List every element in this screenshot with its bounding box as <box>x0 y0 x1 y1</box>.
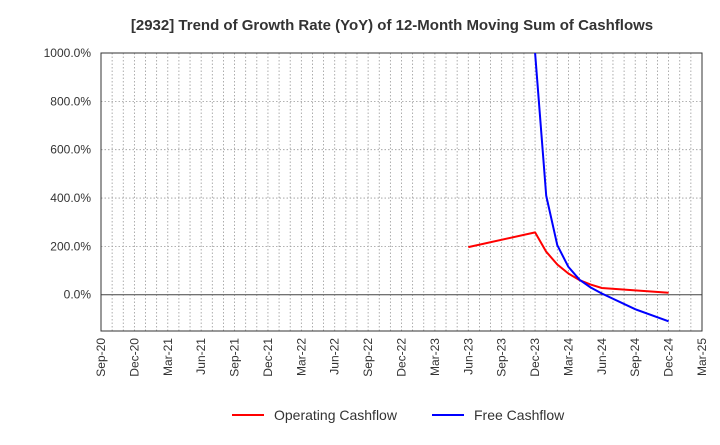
legend-label: Free Cashflow <box>474 407 565 423</box>
x-tick-label: Mar-22 <box>294 338 308 376</box>
x-tick-label: Sep-20 <box>94 338 108 377</box>
y-tick-label: 200.0% <box>50 239 91 253</box>
x-tick-label: Mar-24 <box>561 338 575 376</box>
x-tick-label: Sep-23 <box>495 338 509 377</box>
x-tick-label: Sep-21 <box>228 338 242 377</box>
y-tick-label: 400.0% <box>50 191 91 205</box>
x-tick-label: Jun-21 <box>194 338 208 375</box>
series-layer <box>468 53 669 323</box>
x-tick-label: Jun-22 <box>328 338 342 375</box>
x-tick-label: Jun-23 <box>461 338 475 375</box>
x-tick-label: Mar-21 <box>161 338 175 376</box>
x-tick-label: Mar-25 <box>695 338 709 376</box>
x-tick-label: Sep-24 <box>628 338 642 377</box>
y-tick-label: 600.0% <box>50 143 91 157</box>
y-tick-label: 800.0% <box>50 94 91 108</box>
plot-frame <box>100 52 703 332</box>
x-axis: Sep-20 Dec-20 Mar-21 Jun-21 Sep-21 Dec-21 Mar-… <box>94 338 709 377</box>
chart-title: [2932] Trend of Growth Rate (YoY) of 12-… <box>131 17 653 34</box>
y-tick-label: 0.0% <box>64 288 92 302</box>
legend-label: Operating Cashflow <box>274 407 398 423</box>
x-tick-label: Dec-23 <box>528 338 542 377</box>
legend: Operating Cashflow Free Cashflow <box>232 407 565 423</box>
x-tick-label: Dec-24 <box>662 338 676 377</box>
x-tick-label: Dec-22 <box>395 338 409 377</box>
x-tick-label: Jun-24 <box>595 338 609 375</box>
y-axis: 0.0% 200.0% 400.0% 600.0% 800.0% 1000.0% <box>44 46 92 302</box>
x-tick-label: Sep-22 <box>361 338 375 377</box>
y-tick-label: 1000.0% <box>44 46 92 60</box>
x-tick-label: Mar-23 <box>428 338 442 376</box>
series-line-operating-cashflow <box>468 231 669 294</box>
series-line-free-cashflow <box>534 53 669 323</box>
x-tick-label: Dec-21 <box>261 338 275 377</box>
x-tick-label: Dec-20 <box>127 338 141 377</box>
